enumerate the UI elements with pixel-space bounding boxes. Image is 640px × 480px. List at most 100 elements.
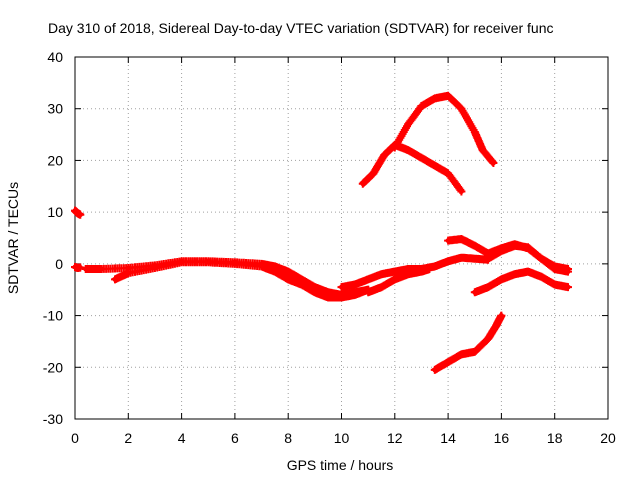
series-markers bbox=[417, 91, 498, 167]
series-track-main-d bbox=[364, 265, 434, 297]
x-tick-label: 2 bbox=[124, 430, 132, 446]
data-point bbox=[152, 265, 158, 271]
data-point bbox=[458, 255, 464, 261]
data-point bbox=[312, 289, 318, 295]
series-track-rise-high bbox=[417, 91, 498, 167]
x-tick-label: 16 bbox=[494, 430, 510, 446]
data-point bbox=[360, 181, 366, 187]
data-point bbox=[552, 266, 558, 272]
data-point bbox=[458, 106, 464, 112]
x-axis-title: GPS time / hours bbox=[287, 457, 394, 473]
series-markers bbox=[430, 311, 506, 374]
data-point bbox=[405, 147, 411, 153]
data-point bbox=[512, 271, 518, 277]
data-point bbox=[458, 236, 464, 242]
data-point bbox=[392, 269, 398, 275]
data-point bbox=[538, 256, 544, 262]
data-point bbox=[352, 292, 358, 298]
series-track-hump-lower bbox=[484, 241, 572, 276]
x-tick-label: 4 bbox=[178, 430, 186, 446]
series-track-deep-low bbox=[430, 311, 506, 374]
data-point bbox=[365, 289, 371, 295]
data-point bbox=[565, 284, 571, 290]
data-point bbox=[445, 238, 451, 244]
x-tick-label: 12 bbox=[387, 430, 403, 446]
data-point bbox=[339, 284, 344, 290]
data-point bbox=[432, 263, 438, 269]
data-point bbox=[445, 170, 451, 176]
data-point bbox=[378, 271, 384, 277]
data-point bbox=[445, 359, 451, 365]
x-tick-label: 6 bbox=[231, 430, 239, 446]
data-point bbox=[392, 276, 398, 282]
data-point bbox=[472, 129, 478, 135]
series-track-start-low bbox=[71, 263, 85, 272]
data-point bbox=[445, 258, 451, 264]
x-tick-label: 20 bbox=[600, 430, 616, 446]
data-point bbox=[405, 121, 411, 127]
x-tick-label: 10 bbox=[334, 430, 350, 446]
grid bbox=[75, 57, 608, 419]
data-point bbox=[77, 212, 83, 218]
data-point bbox=[205, 259, 211, 265]
data-point bbox=[125, 270, 131, 276]
series-track-mid-high bbox=[358, 140, 466, 196]
data-point bbox=[83, 266, 89, 272]
data-point bbox=[405, 271, 411, 277]
data-point bbox=[392, 142, 398, 148]
x-tick-label: 18 bbox=[547, 430, 563, 446]
data-point bbox=[472, 289, 478, 295]
data-series bbox=[71, 91, 572, 374]
data-point bbox=[339, 294, 344, 300]
data-point bbox=[485, 256, 491, 262]
data-point bbox=[370, 170, 376, 176]
data-point bbox=[445, 93, 451, 99]
y-tick-label: -30 bbox=[43, 411, 63, 427]
data-point bbox=[525, 269, 531, 275]
data-point bbox=[458, 351, 464, 357]
data-point bbox=[232, 261, 238, 267]
x-tick-label: 8 bbox=[284, 430, 292, 446]
data-point bbox=[418, 269, 424, 275]
y-tick-label: 10 bbox=[47, 204, 63, 220]
y-tick-label: 20 bbox=[47, 152, 63, 168]
data-point bbox=[472, 349, 478, 355]
data-point bbox=[378, 284, 384, 290]
data-point bbox=[365, 276, 371, 282]
data-point bbox=[112, 276, 118, 282]
data-point bbox=[418, 103, 424, 109]
x-tick-label: 14 bbox=[440, 430, 456, 446]
data-point bbox=[565, 269, 571, 275]
data-point bbox=[432, 163, 438, 169]
data-point bbox=[432, 367, 438, 373]
y-tick-label: -20 bbox=[43, 359, 63, 375]
y-axis-title: SDTVAR / TECUs bbox=[5, 182, 21, 294]
axis-ticks: 0 2 4 6 8 10 12 14 16 18 20 -30 -20 -10 0 10 20 30 40 bbox=[43, 49, 616, 446]
data-point bbox=[285, 269, 291, 275]
data-point bbox=[259, 263, 265, 269]
data-point bbox=[472, 243, 478, 249]
data-point bbox=[272, 269, 278, 275]
data-point bbox=[352, 282, 358, 288]
data-point bbox=[418, 155, 424, 161]
data-point bbox=[77, 264, 83, 270]
data-point bbox=[299, 282, 305, 288]
data-point bbox=[538, 274, 544, 280]
data-point bbox=[485, 284, 491, 290]
data-point bbox=[480, 147, 486, 153]
data-point bbox=[525, 244, 531, 250]
data-point bbox=[472, 256, 478, 262]
series-track-low-right bbox=[470, 267, 572, 297]
data-point bbox=[99, 266, 105, 272]
data-point bbox=[493, 323, 499, 329]
data-point bbox=[512, 243, 518, 249]
data-point bbox=[498, 276, 504, 282]
data-point bbox=[381, 152, 387, 158]
data-point bbox=[485, 336, 491, 342]
data-point bbox=[285, 276, 291, 282]
data-point bbox=[490, 160, 496, 166]
chart-title: Day 310 of 2018, Sidereal Day-to-day VTE… bbox=[48, 20, 554, 36]
data-point bbox=[498, 313, 504, 319]
y-tick-label: 30 bbox=[47, 101, 63, 117]
